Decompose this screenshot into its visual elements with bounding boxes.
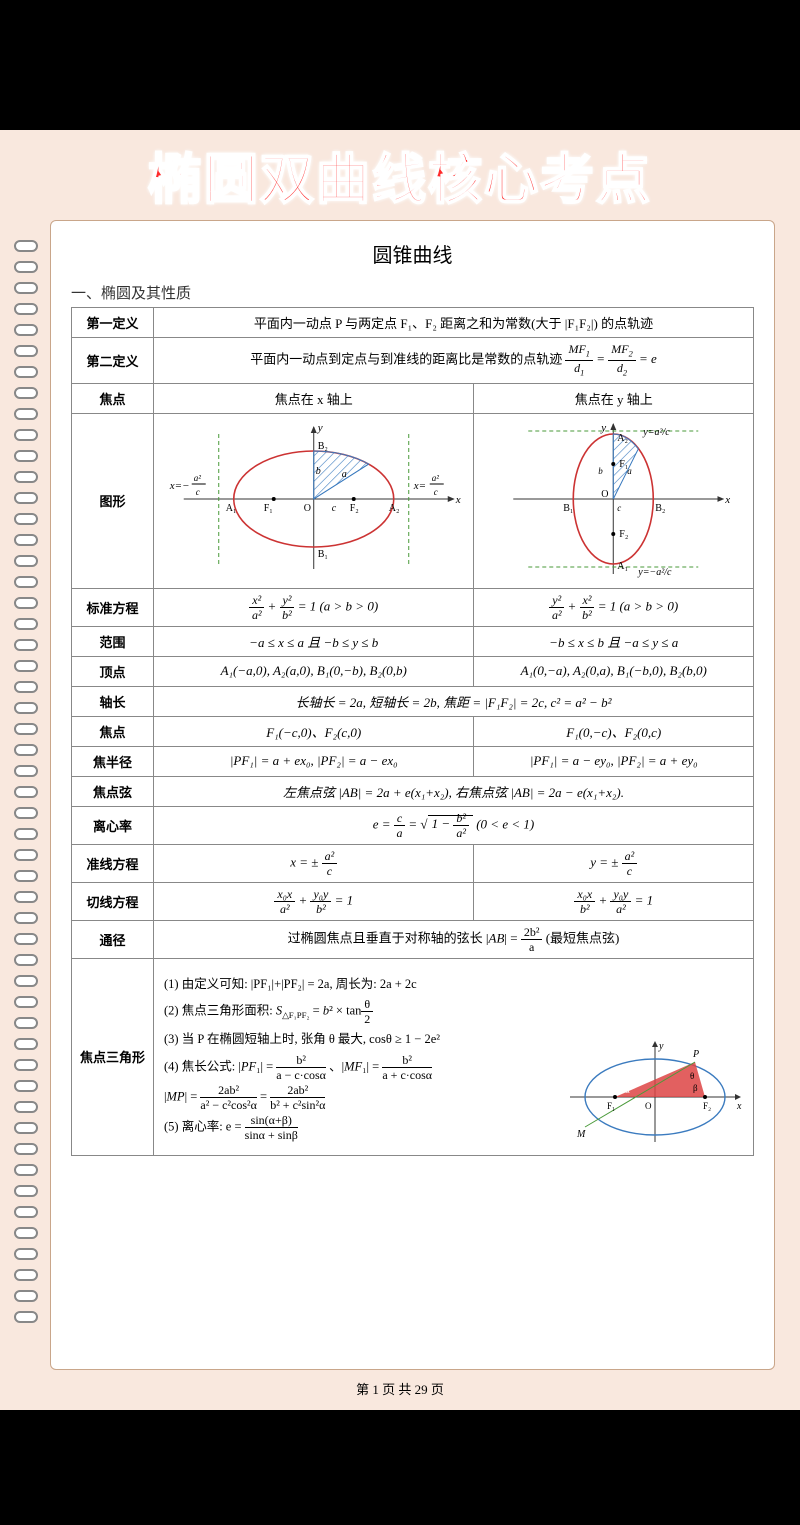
svg-text:F₂: F₂ <box>620 529 629 540</box>
svg-text:c: c <box>196 487 200 497</box>
row-label: 准线方程 <box>72 844 154 882</box>
tan-x: x₀xa² + y₀yb² = 1 <box>154 882 474 920</box>
svg-text:M: M <box>576 1129 586 1140</box>
focal-triangle-cell: (1) 由定义可知: |PF₁|+|PF₂| = 2a, 周长为: 2a + 2… <box>154 958 754 1155</box>
svg-text:F₁: F₁ <box>607 1101 615 1111</box>
svg-text:y: y <box>317 422 323 434</box>
row-label: 离心率 <box>72 806 154 844</box>
svg-text:F₂: F₂ <box>350 503 359 514</box>
row-label: 焦点三角形 <box>72 958 154 1155</box>
svg-text:x=−: x=− <box>169 480 190 492</box>
chord: 左焦点弦 |AB| = 2a + e(x₁+x₂), 右焦点弦 |AB| = 2… <box>154 776 754 806</box>
notebook-page: 圆锥曲线 一、椭圆及其性质 第一定义 平面内一动点 P 与两定点 F₁、F₂ 距… <box>50 220 775 1370</box>
rad-x: |PF₁| = a + ex₀, |PF₂| = a − ex₀ <box>154 746 474 776</box>
svg-text:B₂: B₂ <box>318 441 328 452</box>
focus-x: 焦点在 x 轴上 <box>154 383 474 413</box>
spiral-binding: for(let i=0;i<52;i++)document.write('<di… <box>14 240 40 1380</box>
svg-text:O: O <box>304 503 311 514</box>
lat: 过椭圆焦点且垂直于对称轴的弦长 |AB| = 2b²a (最短焦点弦) <box>154 920 754 958</box>
row-label: 标准方程 <box>72 588 154 626</box>
headline: 椭圆双曲线核心考点 <box>0 135 800 214</box>
svg-text:O: O <box>645 1101 652 1111</box>
svg-text:x=: x= <box>413 480 426 492</box>
svg-text:b: b <box>316 466 321 477</box>
bottom-black-bar <box>0 1410 800 1525</box>
std-x: x²a² + y²b² = 1 (a > b > 0) <box>154 588 474 626</box>
svg-text:b: b <box>599 466 604 476</box>
std-y: y²a² + x²b² = 1 (a > b > 0) <box>474 588 754 626</box>
row-label: 图形 <box>72 413 154 588</box>
page-number: 第 1 页 共 29 页 <box>0 1379 800 1398</box>
foci-y: F₁(0,−c)、F₂(0,c) <box>474 716 754 746</box>
diagram-y-cell: x y A₂ A₁ B₁ B₂ F₁ F₂ O c b a y=a²/c y=−… <box>474 413 754 588</box>
svg-text:c: c <box>332 503 337 514</box>
svg-text:B₁: B₁ <box>564 503 574 514</box>
svg-text:A₁: A₁ <box>226 503 237 514</box>
vert-y: A₁(0,−a), A₂(0,a), B₁(−b,0), B₂(b,0) <box>474 656 754 686</box>
tri-2: (2) 焦点三角形面积: S△F₁PF₂ = b² × tanθ2 <box>164 998 743 1025</box>
section-heading: 一、椭圆及其性质 <box>71 282 754 303</box>
svg-text:a: a <box>342 469 347 480</box>
svg-text:A₁: A₁ <box>618 561 629 572</box>
svg-text:y: y <box>658 1041 664 1052</box>
svg-text:B₂: B₂ <box>656 503 666 514</box>
svg-text:x: x <box>736 1101 742 1112</box>
tan-y: x₀xb² + y₀ya² = 1 <box>474 882 754 920</box>
row-label: 轴长 <box>72 686 154 716</box>
properties-table: 第一定义 平面内一动点 P 与两定点 F₁、F₂ 距离之和为常数(大于 |F₁F… <box>71 307 754 1156</box>
rad-y: |PF₁| = a − ey₀, |PF₂| = a + ey₀ <box>474 746 754 776</box>
def1-cell: 平面内一动点 P 与两定点 F₁、F₂ 距离之和为常数(大于 |F₁F₂|) 的… <box>154 308 754 338</box>
row-label: 焦点 <box>72 716 154 746</box>
svg-text:A₂: A₂ <box>389 503 400 514</box>
svg-text:F₁: F₁ <box>264 503 273 514</box>
svg-text:O: O <box>602 489 609 500</box>
svg-text:θ: θ <box>690 1071 694 1081</box>
subtitle: 圆锥曲线 <box>71 239 754 268</box>
svg-text:c: c <box>618 503 622 513</box>
svg-text:y=−a²/c: y=−a²/c <box>638 567 673 578</box>
page-background: 椭圆双曲线核心考点 for(let i=0;i<52;i++)document.… <box>0 130 800 1410</box>
row-label: 焦点弦 <box>72 776 154 806</box>
dir-x: x = ± a²c <box>154 844 474 882</box>
focal-triangle-diagram: P M F₁ F₂ O α θ β x y <box>565 1037 745 1147</box>
row-label: 焦半径 <box>72 746 154 776</box>
tri-1: (1) 由定义可知: |PF₁|+|PF₂| = 2a, 周长为: 2a + 2… <box>164 973 743 996</box>
range-x: −a ≤ x ≤ a 且 −b ≤ y ≤ b <box>154 626 474 656</box>
dir-y: y = ± a²c <box>474 844 754 882</box>
row-label: 切线方程 <box>72 882 154 920</box>
svg-text:B₁: B₁ <box>318 549 328 560</box>
row-label: 通径 <box>72 920 154 958</box>
svg-text:α: α <box>625 1085 630 1095</box>
svg-text:y=a²/c: y=a²/c <box>643 427 671 438</box>
vert-x: A₁(−a,0), A₂(a,0), B₁(0,−b), B₂(0,b) <box>154 656 474 686</box>
svg-text:a: a <box>628 466 633 476</box>
ecc: e = ca = √1 − b²a² (0 < e < 1) <box>154 806 754 844</box>
row-label: 第二定义 <box>72 338 154 384</box>
foci-x: F₁(−c,0)、F₂(c,0) <box>154 716 474 746</box>
row-label: 第一定义 <box>72 308 154 338</box>
svg-text:x: x <box>455 494 461 506</box>
svg-text:F₂: F₂ <box>703 1101 711 1111</box>
ellipse-y-diagram: x y A₂ A₁ B₁ B₂ F₁ F₂ O c b a y=a²/c y=−… <box>480 419 747 579</box>
ellipse-x-diagram: x y B₂ B₁ A₁ A₂ F₁ F₂ O c b a x=− a² <box>160 419 467 579</box>
row-label: 范围 <box>72 626 154 656</box>
axis: 长轴长 = 2a, 短轴长 = 2b, 焦距 = |F₁F₂| = 2c, c²… <box>154 686 754 716</box>
svg-text:y: y <box>601 422 607 434</box>
svg-text:c: c <box>434 487 438 497</box>
svg-text:A₂: A₂ <box>618 433 629 444</box>
svg-text:β: β <box>693 1083 698 1093</box>
def2-cell: 平面内一动点到定点与到准线的距离比是常数的点轨迹 MF1d1 = MF2d2 =… <box>154 338 754 384</box>
svg-text:P: P <box>692 1049 699 1060</box>
range-y: −b ≤ x ≤ b 且 −a ≤ y ≤ a <box>474 626 754 656</box>
row-label: 顶点 <box>72 656 154 686</box>
svg-text:a²: a² <box>432 473 440 483</box>
svg-text:x: x <box>725 494 731 506</box>
focus-y: 焦点在 y 轴上 <box>474 383 754 413</box>
svg-text:a²: a² <box>194 473 202 483</box>
diagram-x-cell: x y B₂ B₁ A₁ A₂ F₁ F₂ O c b a x=− a² <box>154 413 474 588</box>
top-black-bar <box>0 0 800 130</box>
row-label: 焦点 <box>72 383 154 413</box>
